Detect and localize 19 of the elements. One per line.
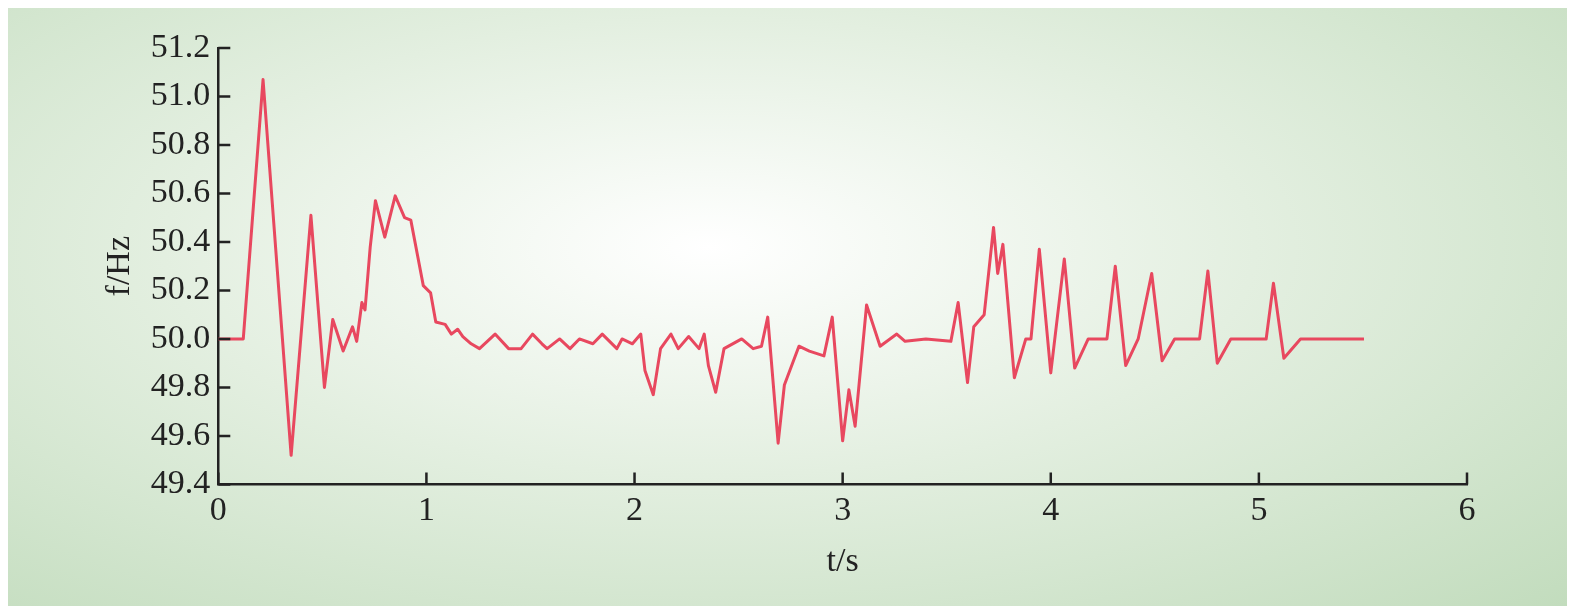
- x-tick-label: 2: [626, 489, 644, 527]
- y-tick-label: 50.2: [150, 269, 211, 307]
- y-axis-title: f/Hz: [99, 235, 137, 297]
- y-tick-label: 50.8: [150, 123, 211, 161]
- y-tick-label: 49.6: [150, 414, 211, 452]
- x-tick-label: 5: [1250, 489, 1268, 527]
- x-tick-label: 1: [417, 489, 435, 527]
- y-tick-label: 50.6: [150, 172, 211, 210]
- x-axis-title: t/s: [826, 540, 859, 578]
- x-tick-label: 0: [209, 489, 227, 527]
- y-tick-label: 50.4: [150, 220, 211, 258]
- y-tick-label: 50.0: [150, 317, 211, 355]
- x-tick-label: 6: [1458, 489, 1476, 527]
- y-tick-label: 51.0: [150, 75, 211, 113]
- x-tick-label: 4: [1042, 489, 1060, 527]
- y-tick-label: 49.8: [150, 366, 211, 404]
- y-tick-label: 51.2: [150, 26, 211, 64]
- y-tick-label: 49.4: [150, 463, 211, 501]
- x-tick-label: 3: [834, 489, 852, 527]
